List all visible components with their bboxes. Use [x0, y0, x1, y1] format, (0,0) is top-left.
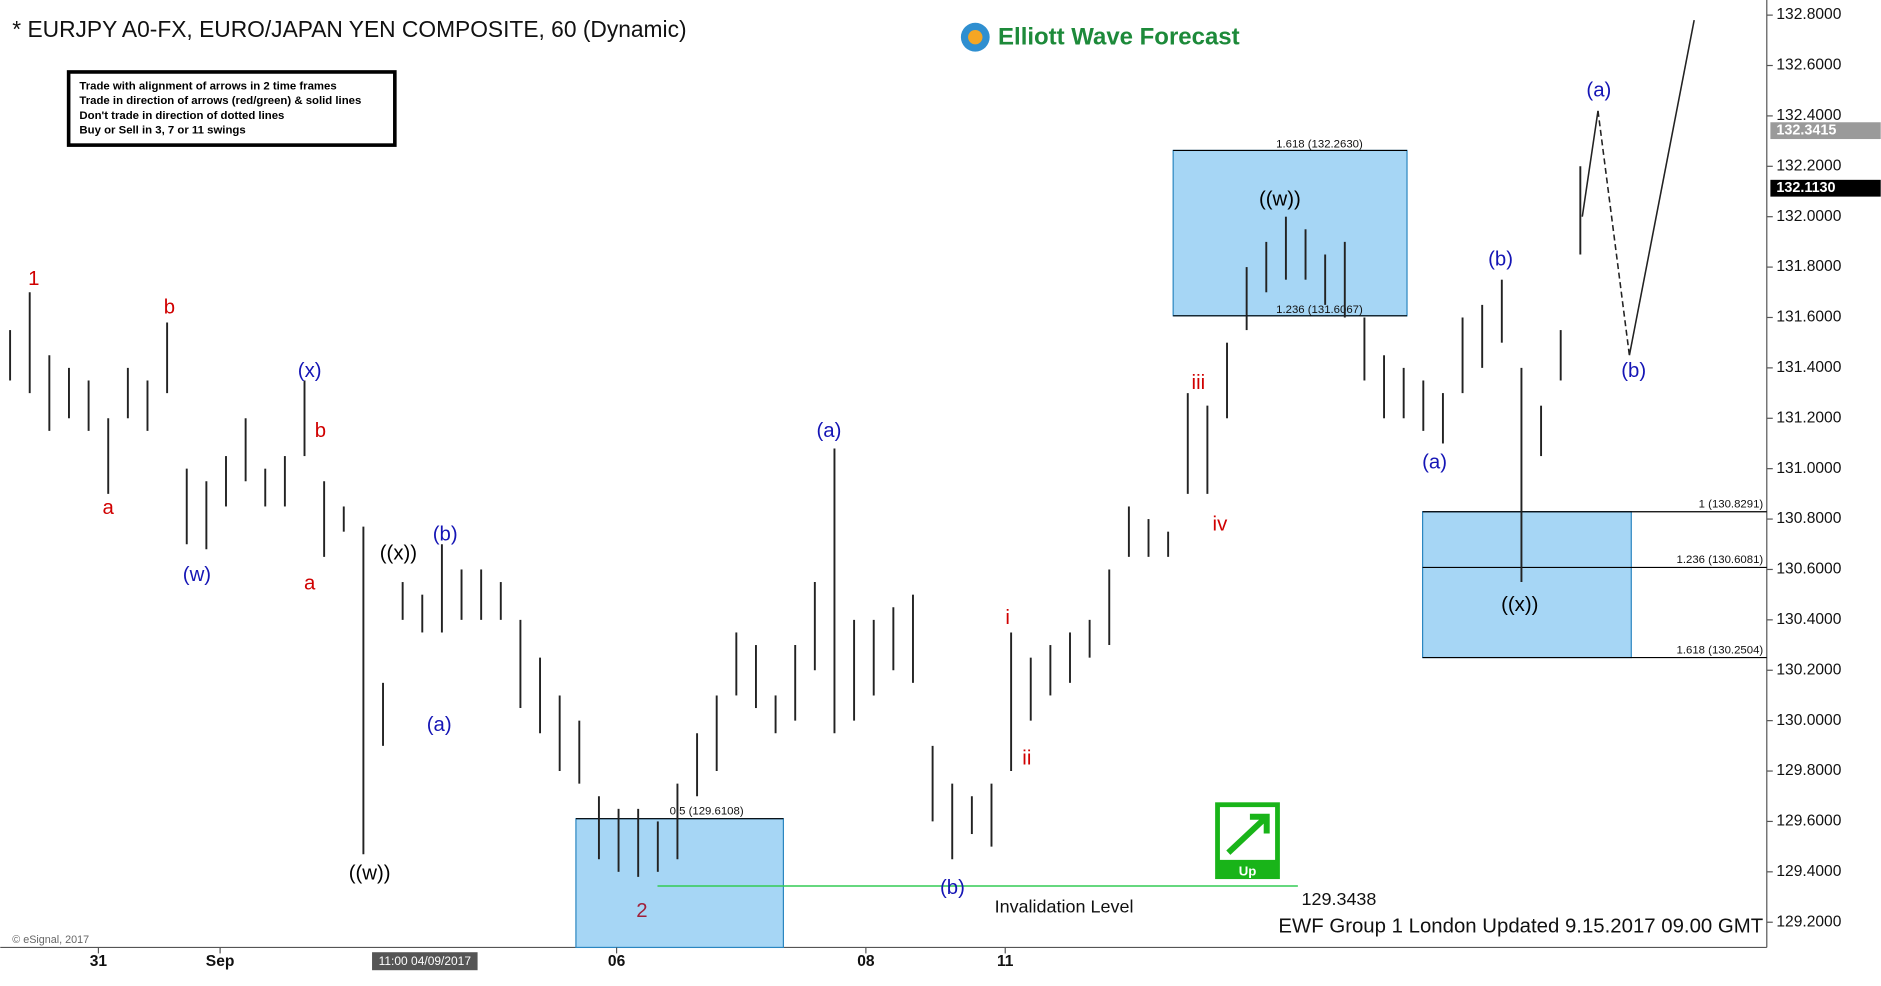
y-tick-label: 130.8000 [1776, 510, 1841, 527]
fib-label: 1.236 (130.6081) [1677, 554, 1764, 566]
y-tick-label: 129.8000 [1776, 762, 1841, 779]
y-tick-label: 130.2000 [1776, 661, 1841, 678]
wave-label: a [103, 497, 115, 519]
rule-line: Trade in direction of arrows (red/green)… [79, 95, 361, 107]
price-tag [1770, 122, 1881, 140]
rule-line: Buy or Sell in 3, 7 or 11 swings [79, 125, 245, 137]
wave-label: (a) [817, 420, 842, 442]
wave-label: iii [1192, 372, 1206, 394]
y-tick-label: 130.4000 [1776, 611, 1841, 628]
price-tag [1770, 179, 1881, 197]
y-tick-label: 130.0000 [1776, 712, 1841, 729]
wave-label: (b) [1621, 360, 1646, 382]
y-tick-label: 129.6000 [1776, 813, 1841, 830]
rule-line: Don't trade in direction of dotted lines [79, 110, 284, 122]
x-tick-label: 31 [90, 953, 108, 970]
y-tick-label: 130.6000 [1776, 561, 1841, 578]
wave-label: a [304, 572, 316, 594]
invalidation-price: 129.3438 [1301, 889, 1376, 909]
wave-label: (x) [298, 360, 322, 382]
wave-label: iv [1213, 514, 1229, 536]
wave-label: i [1005, 607, 1010, 629]
y-tick-label: 132.0000 [1776, 208, 1841, 225]
x-tick-label: 06 [608, 953, 626, 970]
rules: Trade with alignment of arrows in 2 time… [79, 80, 361, 136]
projection-line [1597, 110, 1631, 356]
chart-title: * EURJPY A0-FX, EURO/JAPAN YEN COMPOSITE… [12, 16, 686, 42]
y-tick-label: 129.2000 [1776, 913, 1841, 930]
y-tick-label: 131.8000 [1776, 258, 1841, 275]
footer: EWF Group 1 London Updated 9.15.2017 09.… [1278, 915, 1763, 937]
rule-line: Trade with alignment of arrows in 2 time… [79, 80, 336, 92]
projection-line [1628, 20, 1695, 356]
x-tick-label: 11 [997, 953, 1014, 970]
wave-label: ((x)) [1501, 594, 1538, 616]
cursor-label: 11:00 04/09/2017 [379, 954, 472, 968]
y-tick-label: 131.0000 [1776, 460, 1841, 477]
x-tick-label: Sep [206, 953, 235, 970]
y-tick-label: 131.4000 [1776, 359, 1841, 376]
wave-label: ((w)) [349, 863, 391, 885]
fib-label: 1.618 (130.2504) [1677, 644, 1764, 656]
wave-label: (a) [1586, 80, 1611, 102]
wave-label: ((w)) [1259, 189, 1301, 211]
fib-label: 1 (130.8291) [1699, 499, 1764, 511]
brand: Elliott Wave Forecast [998, 24, 1240, 51]
y-tick-label: 132.6000 [1776, 57, 1841, 74]
fib-box [575, 818, 784, 949]
y-tick-label: 131.6000 [1776, 309, 1841, 326]
y-tick-label: 132.2000 [1776, 157, 1841, 174]
wave-label: (b) [433, 523, 458, 545]
y-tick-label: 132.8000 [1776, 6, 1841, 23]
invalidation-name: Invalidation Level [995, 896, 1134, 916]
projection-line [1581, 110, 1599, 217]
wave-label: ii [1022, 748, 1031, 770]
wave-label: (w) [183, 564, 211, 586]
fib-box [1422, 511, 1632, 659]
y-tick-label: 131.2000 [1776, 409, 1841, 426]
wave-label: b [315, 420, 326, 442]
x-tick-label: 08 [857, 953, 875, 970]
wave-label: (a) [1422, 451, 1447, 473]
wave-label: (b) [1488, 249, 1513, 271]
y-tick-label: 132.4000 [1776, 107, 1841, 124]
wave-label: (a) [427, 714, 452, 736]
wave-label: 2 [636, 900, 647, 922]
fib-label: 1.618 (132.2630) [1276, 138, 1363, 150]
price-tag-label: 132.3415 [1776, 122, 1836, 138]
copyright: © eSignal, 2017 [12, 934, 89, 946]
wave-label: b [164, 297, 175, 319]
fib-label: 1.236 (131.6067) [1276, 304, 1363, 316]
fib-box [1172, 149, 1408, 317]
rules-box [66, 70, 397, 147]
wave-label: 1 [28, 268, 39, 290]
fib-label: 0.5 (129.6108) [670, 806, 744, 818]
cursor-box [372, 952, 478, 971]
y-tick-label: 129.4000 [1776, 863, 1841, 880]
signal-arrow [1226, 813, 1270, 855]
signal-label: Up [1239, 863, 1257, 878]
price-tag-label: 132.1130 [1776, 180, 1835, 196]
wave-label: (b) [940, 877, 965, 899]
logo-icon-inner [968, 29, 983, 45]
wave-label: ((x)) [380, 542, 417, 564]
